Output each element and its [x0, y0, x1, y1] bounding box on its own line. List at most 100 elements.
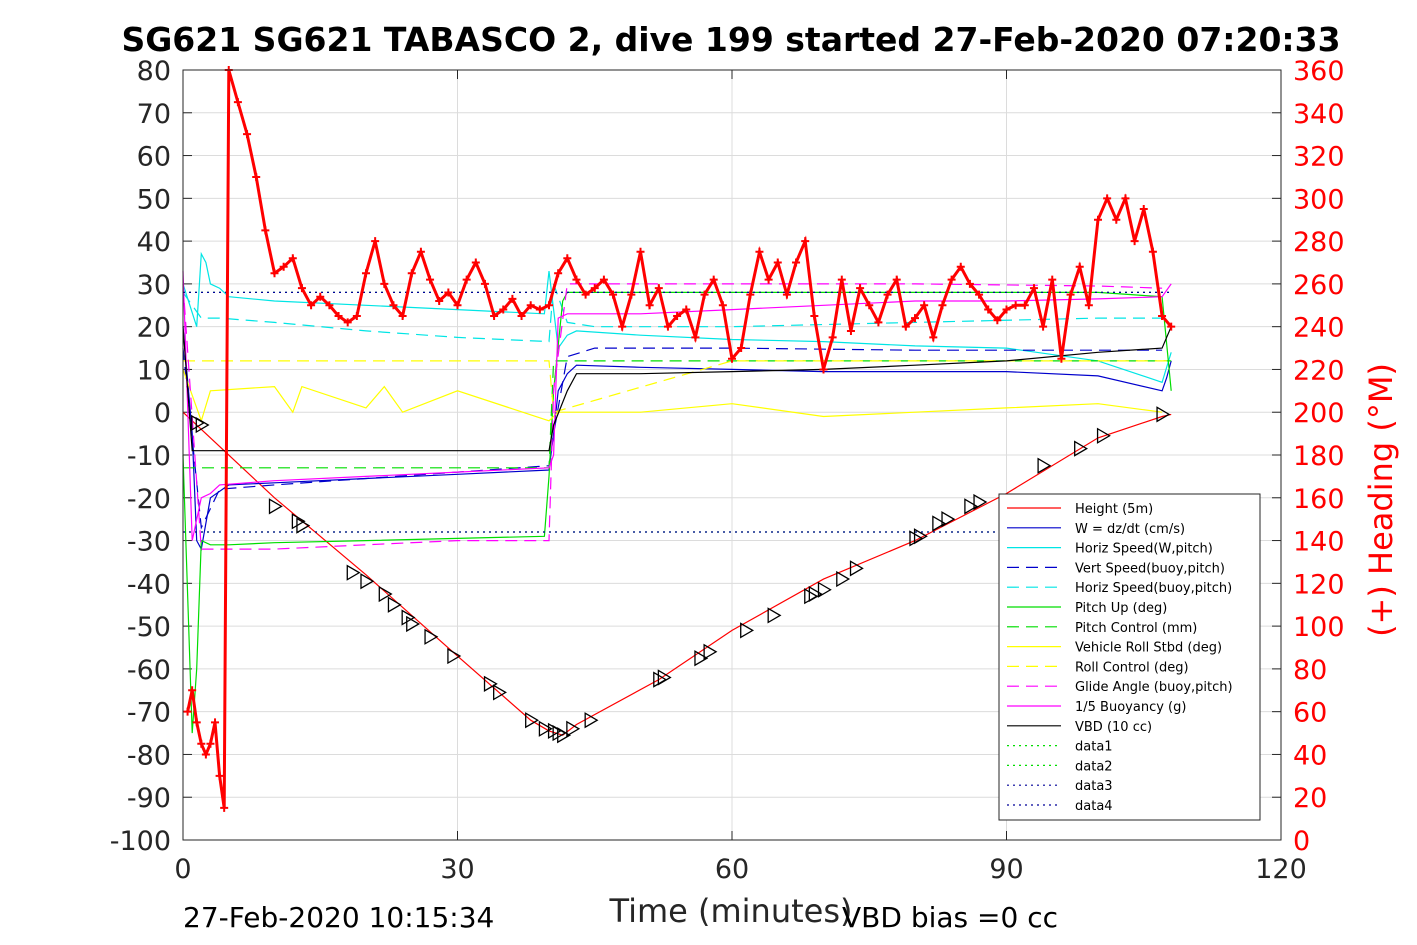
height-marker: [932, 515, 947, 532]
heading-point: [325, 301, 334, 310]
series-line-5: [182, 291, 1172, 734]
heading-point: [1048, 275, 1057, 284]
heading-point: [975, 290, 984, 299]
left-tick-label: -70: [127, 698, 171, 729]
right-tick-label: 200: [1293, 398, 1345, 429]
heading-point: [453, 301, 462, 310]
series-lines: [182, 251, 1172, 736]
heading-point: [398, 311, 407, 320]
heading-point: [810, 311, 819, 320]
heading-point: [288, 254, 297, 263]
heading-point: [572, 275, 581, 284]
left-tick-label: -30: [127, 527, 171, 558]
right-tick-label: 180: [1293, 441, 1345, 472]
x-tick-label: 0: [174, 854, 191, 885]
heading-point: [517, 311, 526, 320]
height-marker: [913, 528, 928, 545]
heading-point: [233, 98, 242, 107]
height-marker: [360, 573, 375, 590]
heading-point: [426, 275, 435, 284]
right-tick-label: 340: [1293, 99, 1345, 130]
right-tick-label: 300: [1293, 184, 1345, 215]
left-tick-label: 80: [137, 56, 171, 87]
heading-point: [846, 326, 855, 335]
heading-point: [938, 301, 947, 310]
height-marker: [703, 643, 718, 660]
heading-point: [718, 301, 727, 310]
series-line-2: [182, 251, 1172, 384]
heading-point: [801, 237, 810, 246]
heading-point: [1121, 194, 1130, 203]
legend-label: Pitch Up (deg): [1075, 601, 1167, 616]
heading-point: [343, 318, 352, 327]
x-tick-label: 120: [1255, 854, 1307, 885]
heading-point: [297, 284, 306, 293]
heading-point: [682, 305, 691, 314]
right-tick-label: 280: [1293, 227, 1345, 258]
heading-point: [828, 333, 837, 342]
footer-vbd-bias: VBD bias =0 cc: [842, 901, 1058, 934]
heading-point: [371, 237, 380, 246]
height-marker: [1156, 406, 1171, 423]
footer-timestamp: 27-Feb-2020 10:15:34: [183, 901, 494, 934]
legend-label: Horiz Speed(W,pitch): [1075, 542, 1213, 557]
left-tick-label: 20: [137, 313, 171, 344]
heading-point: [663, 322, 672, 331]
legend-label: VBD (10 cc): [1075, 720, 1152, 735]
heading-point: [362, 269, 370, 278]
heading-point: [211, 718, 220, 727]
height-marker: [973, 493, 988, 511]
height-marker: [483, 675, 498, 692]
height-marker: [538, 720, 553, 737]
heading-point: [243, 130, 252, 139]
chart-title: SG621 SG621 TABASCO 2, dive 199 started …: [121, 20, 1340, 59]
right-tick-label: 20: [1293, 783, 1327, 814]
legend-label: Pitch Control (mm): [1075, 621, 1197, 636]
height-marker: [296, 517, 311, 534]
legend-label: Height (5m): [1075, 502, 1153, 517]
heading-point: [197, 739, 206, 748]
heading-point: [1148, 247, 1157, 256]
height-marker: [401, 609, 416, 626]
heading-point: [673, 311, 682, 320]
heading-point: [901, 322, 910, 331]
heading-point: [192, 718, 201, 727]
heading-point: [389, 301, 398, 310]
height-marker: [387, 596, 402, 613]
height-marker: [740, 622, 755, 639]
heading-point: [700, 290, 709, 299]
heading-point: [1011, 301, 1020, 310]
heading-point: [563, 254, 572, 263]
heading-point: [215, 771, 224, 780]
heading-point: [755, 247, 764, 256]
heading-point: [920, 301, 929, 310]
left-tick-label: -100: [110, 826, 171, 857]
height-marker: [557, 727, 572, 744]
height-marker: [1037, 457, 1052, 474]
heading-point: [883, 290, 892, 299]
left-tick-label: -60: [127, 655, 171, 686]
heading-point: [183, 707, 192, 716]
heading-point: [480, 279, 489, 288]
series-line-0: [182, 411, 1172, 736]
heading-point: [316, 292, 325, 301]
right-axis-ticks: 3603403203002802602402202001801601401201…: [1293, 56, 1345, 857]
heading-point: [856, 284, 865, 293]
right-tick-label: 140: [1293, 527, 1345, 558]
heading-point: [490, 311, 499, 320]
heading-point: [1002, 305, 1011, 314]
height-marker: [378, 585, 393, 603]
right-tick-label: 360: [1293, 56, 1345, 87]
heading-point: [307, 301, 316, 310]
height-marker: [525, 712, 539, 729]
series-line-10: [182, 271, 1172, 541]
height-marker: [1096, 427, 1111, 444]
heading-point: [1167, 322, 1176, 331]
heading-point: [627, 290, 636, 299]
heading-point: [499, 305, 508, 314]
x-tick-label: 30: [440, 854, 474, 885]
heading-point: [188, 686, 197, 695]
legend-label: W = dz/dt (cm/s): [1075, 522, 1185, 537]
left-tick-label: -10: [127, 441, 171, 472]
